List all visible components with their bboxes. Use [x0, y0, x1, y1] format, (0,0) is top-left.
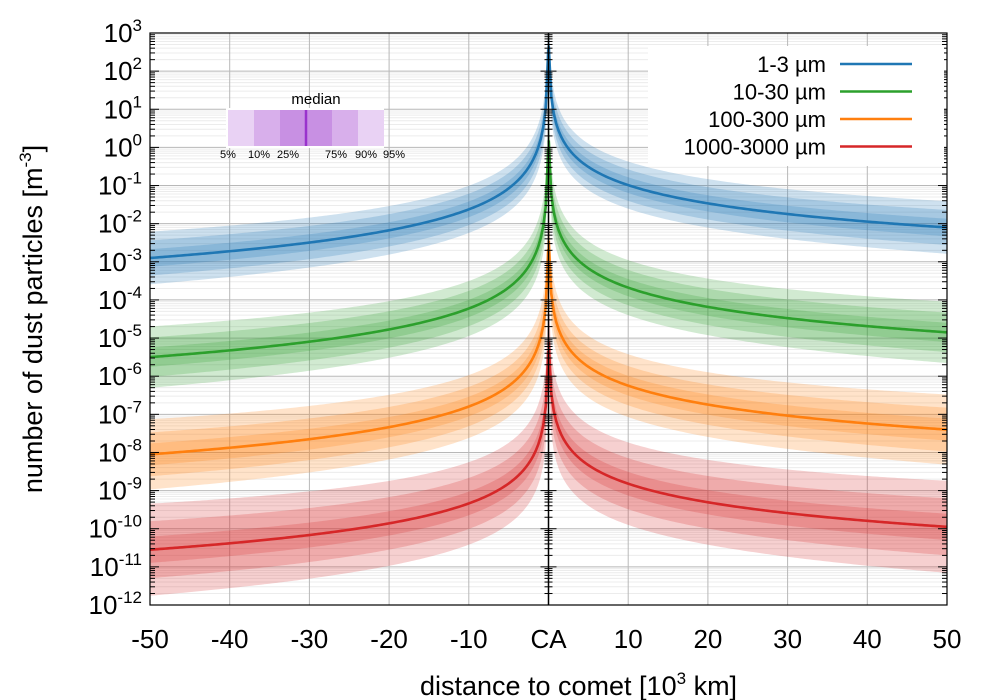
x-axis-title: distance to comet [103 km]	[420, 669, 737, 700]
x-tick-label: 30	[773, 624, 802, 654]
percentile-key-label: 25%	[277, 149, 299, 161]
x-tick-labels: -50 -40 -30 -20 -10 CA 10 20 30 40 50	[131, 624, 961, 654]
y-tick-label: 102	[104, 54, 142, 86]
band-3	[150, 330, 947, 563]
legend-label: 1000-3000 µm	[684, 135, 826, 160]
median-line-left	[150, 248, 550, 456]
legend-label: 1-3 µm	[757, 52, 826, 77]
y-tick-label: 10-8	[98, 435, 142, 467]
y-tick-label: 101	[104, 92, 142, 124]
y-tick-label: 10-9	[98, 474, 142, 506]
x-tick-label: -30	[291, 624, 329, 654]
median-line-right	[547, 45, 947, 229]
percentile-key-label: 95%	[383, 149, 405, 161]
median-line-left	[150, 148, 550, 359]
y-tick-label: 10-3	[98, 245, 142, 277]
band-1	[150, 33, 947, 285]
x-tick-label: -50	[131, 624, 169, 654]
x-tick-label: 10	[614, 624, 643, 654]
y-tick-label: 10-10	[89, 512, 143, 544]
legend-label: 100-300 µm	[708, 107, 826, 132]
percentile-key-label: 5%	[220, 149, 236, 161]
y-tick-label: 10-6	[98, 359, 142, 391]
percentile-key-label: 90%	[355, 149, 377, 161]
series-3	[150, 210, 947, 490]
y-tick-label: 10-4	[98, 283, 142, 315]
y-tick-label: 103	[104, 16, 142, 48]
y-tick-label: 10-11	[90, 550, 142, 582]
series-1	[150, 33, 947, 285]
median-line-left	[150, 351, 550, 552]
median-line-right	[547, 341, 947, 529]
y-axis-title: number of dust particles [m-3]	[16, 145, 48, 493]
series-group	[150, 33, 947, 596]
y-tick-label: 10-2	[98, 207, 142, 239]
y-tick-labels: 103 102 101 100 10-1 10-2 10-3 10-4 10-5 10-6 10-7…	[89, 16, 143, 620]
percentile-key-label: 10%	[248, 149, 270, 161]
y-tick-label: 10-5	[98, 321, 142, 353]
y-tick-label: 10-1	[98, 169, 142, 201]
band-2	[150, 33, 947, 276]
x-tick-label: 20	[693, 624, 722, 654]
band-3	[150, 132, 947, 367]
band-1	[150, 113, 947, 388]
y-tick-label: 100	[104, 130, 142, 162]
x-tick-label: 50	[933, 624, 962, 654]
y-tick-label: 10-12	[89, 588, 143, 620]
legend-label: 10-30 µm	[733, 80, 826, 105]
percentile-key-title: median	[291, 91, 340, 108]
percentile-key: median 5% 10% 25% 75% 90% 95%	[220, 91, 405, 161]
median-line-right	[547, 240, 947, 431]
x-tick-label: -10	[450, 624, 488, 654]
plot-border	[149, 32, 948, 606]
band-1	[150, 210, 947, 490]
axis-ticks	[150, 34, 947, 606]
series-2	[150, 113, 947, 388]
x-tick-label: 40	[853, 624, 882, 654]
median-line-right	[547, 140, 947, 334]
band-2	[150, 221, 947, 477]
x-tick-label: -20	[370, 624, 408, 654]
ca-axis	[540, 33, 557, 606]
x-tick-label: CA	[530, 624, 567, 654]
median-line-left	[150, 49, 550, 260]
percentile-key-label: 75%	[325, 149, 347, 161]
band-1	[150, 301, 947, 596]
series-4	[150, 301, 947, 596]
x-tick-label: -40	[211, 624, 249, 654]
band-2	[150, 316, 947, 579]
y-tick-label: 10-7	[98, 397, 142, 429]
band-3	[150, 231, 947, 466]
